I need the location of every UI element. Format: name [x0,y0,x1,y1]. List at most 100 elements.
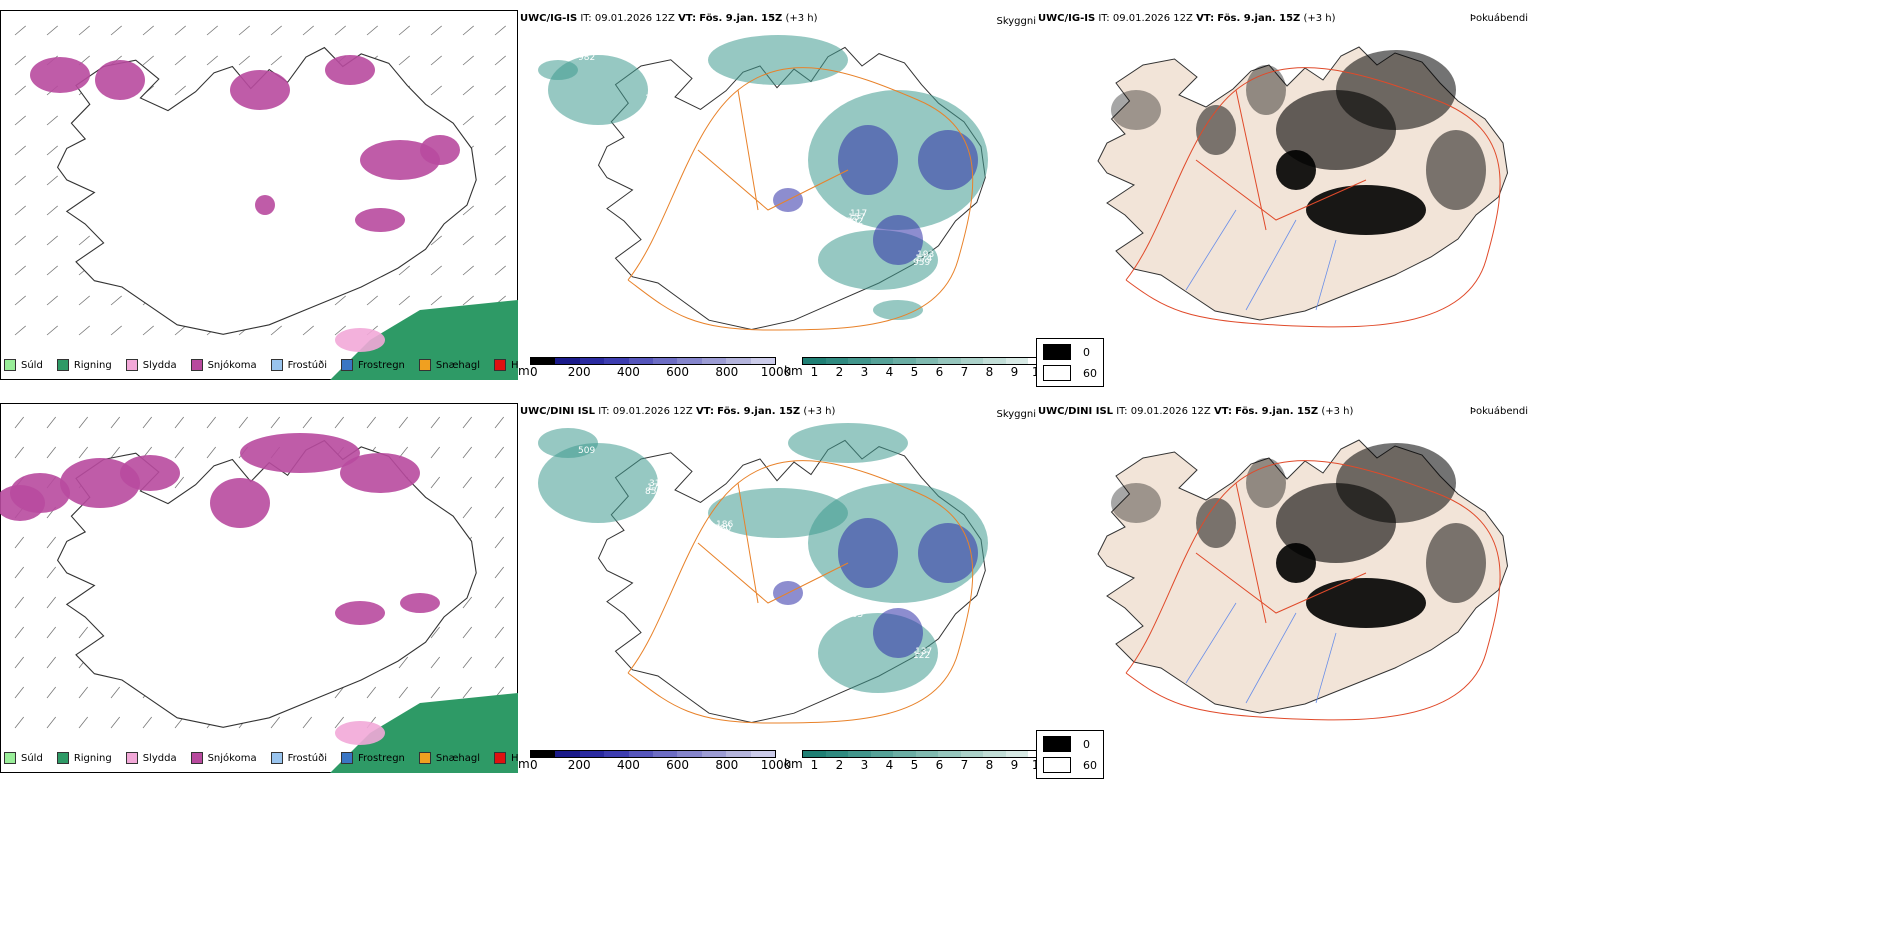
wind-barb [430,55,442,66]
legend-label: Súld [21,752,43,764]
cloudbase-value-label: 189 [582,688,599,698]
precip-map [0,403,518,773]
wind-barb [14,175,26,186]
wind-barb [366,25,378,36]
wind-barb [334,716,345,729]
cloudbase-colorbar: 0 200 400 600 800 1000 m [518,750,791,772]
legend-item: Slydda [125,752,177,764]
legend-label: Súld [21,359,43,371]
precip-legend: Súld Rigning Slydda Snjókoma Frostúði Frostre… [4,748,518,768]
legend-item: Frostregn [341,752,405,764]
cloudbase-area [918,523,978,583]
low-visibility-area [788,423,908,463]
snow-area [60,458,140,508]
colorbar-unit: m [518,364,530,378]
wind-barb [494,446,505,459]
legend-swatch [56,359,69,371]
snow-area [400,593,440,613]
colorbar-tick: 600 [666,365,690,379]
wind-barb [398,25,410,36]
wind-barb [462,626,473,639]
colorbar-tick: 800 [715,758,739,772]
low-visibility-area [538,428,598,458]
colorbar-tick: 3 [860,365,869,379]
colorbar-tick: 7 [960,758,969,772]
legend-item: Snæhagl [418,359,480,371]
colorbar-strip [530,357,776,365]
colorbar-tick: 9 [1010,758,1019,772]
precip-type-panel-ig: UWC/IG-IS IT: 09.01.2026 12Z VT: Fös. 9.… [0,10,518,380]
cloudbase-value-label: 509 [578,446,595,456]
legend-swatch [341,752,353,764]
ring-road [1125,67,1501,328]
wind-barb [494,536,505,549]
wind-barb [462,596,473,609]
wind-barb [462,55,474,66]
legend-label: Rigning [73,752,112,764]
wind-barb [398,656,409,669]
wind-barb [14,536,25,549]
wind-barb [46,656,57,669]
wind-barb [462,115,474,126]
wind-barb [366,416,377,429]
wind-barb [494,265,506,276]
wind-barb [78,626,89,639]
legend-swatch [56,752,69,764]
colorbar-tick: 6 [935,365,944,379]
colorbar-tick: 200 [567,758,591,772]
legend-item: Rigning [56,752,112,764]
wind-barb [270,416,281,429]
wind-barb [430,626,441,639]
wind-barb [14,596,25,609]
wind-barb [14,145,26,156]
snow-area [325,55,375,85]
wind-barb [46,325,58,336]
legend-label: Frostúði [287,359,327,371]
wind-barb [46,596,57,609]
cloudbase-value-label: 173 [647,483,664,493]
wind-barb [14,716,25,729]
wind-barb [302,716,313,729]
precip-type-panel-dini: UWC/DINI ISL IT: 09.01.2026 12Z VT: Fös.… [0,403,518,773]
wind-barb [78,235,90,246]
wind-barb [430,476,441,489]
wind-barb [494,656,505,669]
panel-name: Þokuábendi [1469,406,1528,417]
legend-label: Slydda [142,752,177,764]
low-visibility-area [538,443,658,523]
wind-barb [462,25,474,36]
colorbar-tick: 400 [616,758,640,772]
legend-item: Rigning [56,359,112,371]
wind-barb [110,416,121,429]
colorbar-tick: 3 [860,758,869,772]
visibility-map: 9821049851202929599471311072921571741841… [538,35,988,331]
colorbar-tick: 4 [885,365,894,379]
fog-panel-dini: UWC/DINI ISL IT: 09.01.2026 12Z VT: Fös.… [1036,403,1530,733]
legend-item: Frostúði [270,359,327,371]
legend-label: Haglél [511,359,518,371]
wind-barb [110,25,122,36]
wind-barb [206,446,217,459]
wind-barb [430,295,442,306]
wind-barb [462,506,473,519]
wind-barb [78,686,89,699]
wind-barb [142,716,153,729]
wind-barb [494,205,506,216]
ring-road [1125,460,1501,721]
wind-barb [46,626,57,639]
wind-barb [302,416,313,429]
wind-barb [462,476,473,489]
cloudbase-value-label: 313 [649,479,666,489]
panel-title: UWC/IG-IS IT: 09.01.2026 12Z VT: Fös. 9.… [1038,13,1336,24]
rain-area [330,693,518,773]
wind-barb [494,626,505,639]
cloudbase-value-label: 184 [582,295,599,305]
wind-barb [78,325,90,336]
colorbar-unit: km [784,364,803,378]
colorbar-tick: 4 [885,758,894,772]
cloudbase-colorbar: 0 200 400 600 800 1000 m [518,357,791,379]
road [1195,89,1367,231]
colorbar-tick: 1 [810,758,819,772]
cloudbase-value-label: 131 [647,90,664,100]
wind-barb [206,416,217,429]
